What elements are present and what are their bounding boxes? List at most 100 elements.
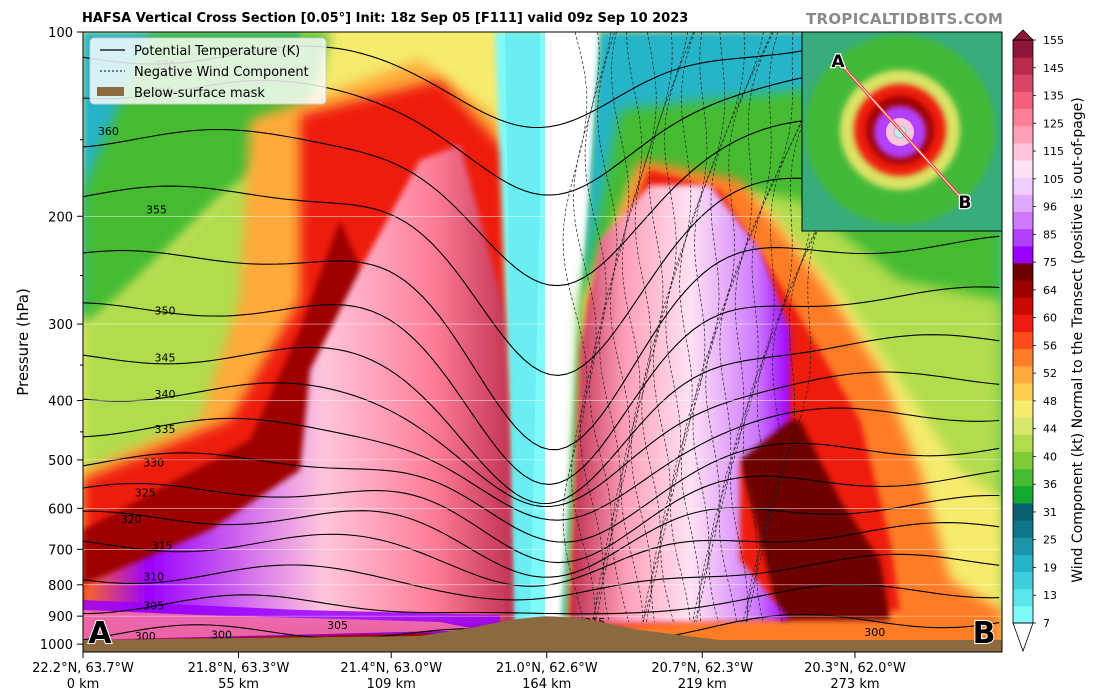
colorbar-segment [1013, 485, 1033, 504]
negative-wind-contour [680, 32, 764, 623]
colorbar-segment [1013, 40, 1033, 58]
colorbar-segment [1013, 468, 1033, 487]
plot-frame [82, 31, 1003, 653]
negative-wind-contour [692, 32, 774, 623]
colorbar-tick-label: 75 [1043, 256, 1057, 269]
legend: Potential Temperature (K) Negative Wind … [89, 37, 327, 105]
colorbar-segment [1013, 520, 1033, 538]
theta-label: 350 [155, 304, 176, 317]
x-tick-latlon: 22.2°N, 63.7°W [32, 661, 134, 676]
colorbar-segment [1013, 434, 1033, 453]
colorbar-tick-label: 52 [1043, 367, 1057, 380]
watermark: TROPICALTIDBITS.COM [806, 10, 1004, 28]
colorbar-segment [1013, 194, 1033, 212]
negative-wind-contour [602, 32, 643, 623]
theta-label: 340 [155, 388, 176, 401]
legend-entry-theta: Potential Temperature (K) [134, 44, 300, 59]
colorbar-tick-label: 96 [1043, 201, 1057, 214]
colorbar-tick-label: 56 [1043, 339, 1057, 352]
theta-contour-line [83, 334, 1000, 505]
x-axis: 22.2°N, 63.7°W0 km 21.8°N, 63.3°W55 km 21.… [32, 652, 906, 692]
y-tick-label: 200 [48, 210, 73, 225]
inset-point-b: B [959, 193, 972, 213]
colorbar-tick-label: 40 [1043, 450, 1057, 463]
x-tick-latlon: 20.3°N, 62.0°W [804, 661, 906, 676]
y-tick-label: 1000 [40, 638, 73, 653]
x-tick-latlon: 20.7°N, 62.3°W [651, 661, 753, 676]
colorbar-min-arrow [1012, 622, 1034, 653]
x-tick-distance: 55 km [218, 677, 259, 692]
colorbar-segment [1013, 125, 1033, 144]
negative-wind-contour [571, 32, 600, 623]
endpoint-a-label: A [88, 616, 112, 651]
y-axis: 100 200 300 400 500 600 700 800 900 1000 [40, 26, 83, 653]
y-axis-label: Pressure (hPa) [14, 288, 32, 396]
theta-contour-line [83, 235, 1000, 451]
colorbar-segment [1013, 108, 1033, 127]
colorbar-segment [1013, 245, 1033, 264]
x-tick-distance: 0 km [67, 677, 100, 692]
y-tick-label: 300 [48, 318, 73, 333]
y-tick-label: 100 [48, 26, 73, 41]
colorbar-segment [1013, 365, 1033, 384]
colorbar-segment [1013, 228, 1033, 247]
theta-contour-line [83, 522, 1000, 587]
colorbar-segment [1013, 348, 1033, 367]
x-tick-latlon: 21.8°N, 63.3°W [188, 661, 290, 676]
negative-wind-contour [579, 32, 612, 623]
colorbar-tick-label: 19 [1043, 561, 1057, 574]
inset-map: A B [801, 31, 1003, 232]
theta-label: 335 [155, 423, 176, 436]
theta-contour-line [83, 407, 1000, 521]
colorbar-segment [1013, 297, 1033, 315]
colorbar-segment [1013, 502, 1033, 521]
colorbar-tick-label: 145 [1043, 62, 1064, 75]
colorbar-label: Wind Component (kt) Normal to the Transe… [1070, 97, 1086, 583]
colorbar-tick-label: 135 [1043, 90, 1064, 103]
negative-wind-contour [641, 32, 694, 623]
colorbar-tick-label: 44 [1043, 423, 1057, 436]
colorbar-tick-label: 31 [1043, 506, 1057, 519]
legend-mask-swatch [97, 87, 124, 96]
colorbar-segment [1013, 74, 1033, 92]
x-tick-latlon: 21.4°N, 63.0°W [340, 661, 442, 676]
negative-wind-contour [562, 32, 588, 623]
colorbar-segment [1013, 160, 1033, 178]
below-surface-mask [83, 616, 1002, 652]
colorbar-tick-label: 125 [1043, 117, 1064, 130]
colorbar-segment [1013, 571, 1033, 590]
colorbar-tick-label: 155 [1043, 34, 1064, 47]
x-tick-latlon: 21.0°N, 62.6°W [496, 661, 598, 676]
theta-label: 300 [864, 626, 885, 639]
negative-wind-contour [692, 32, 773, 623]
theta-label: 360 [98, 125, 119, 138]
colorbar-max-arrow [1012, 29, 1034, 41]
colorbar-segment [1013, 211, 1033, 230]
colorbar-tick-label: 85 [1043, 228, 1057, 241]
colorbar-segment [1013, 331, 1033, 350]
theta-contour-line [83, 494, 1000, 578]
inset-point-a: A [831, 52, 845, 72]
negative-wind-contour [708, 32, 794, 623]
endpoint-b-label: B [973, 616, 996, 651]
colorbar-segment [1013, 57, 1033, 75]
negative-wind-contour [660, 32, 726, 623]
legend-entry-mask: Below-surface mask [134, 86, 265, 101]
y-tick-label: 800 [48, 579, 73, 594]
theta-label: 305 [143, 600, 164, 613]
negative-wind-contour [630, 32, 689, 623]
colorbar-segment [1013, 605, 1033, 624]
negative-wind-contour [620, 32, 673, 623]
colorbar-tick-label: 7 [1043, 617, 1050, 630]
theta-contour-line [83, 553, 1000, 601]
colorbar-segment [1013, 91, 1033, 110]
colorbar-segment [1013, 177, 1033, 195]
colorbar-segment [1013, 382, 1033, 401]
negative-wind-contour [742, 32, 851, 623]
theta-contour-line [83, 470, 1000, 564]
theta-label: 320 [121, 513, 142, 526]
theta-label: 330 [143, 457, 164, 470]
theta-label: 315 [152, 539, 173, 552]
colorbar-segment [1013, 588, 1033, 607]
